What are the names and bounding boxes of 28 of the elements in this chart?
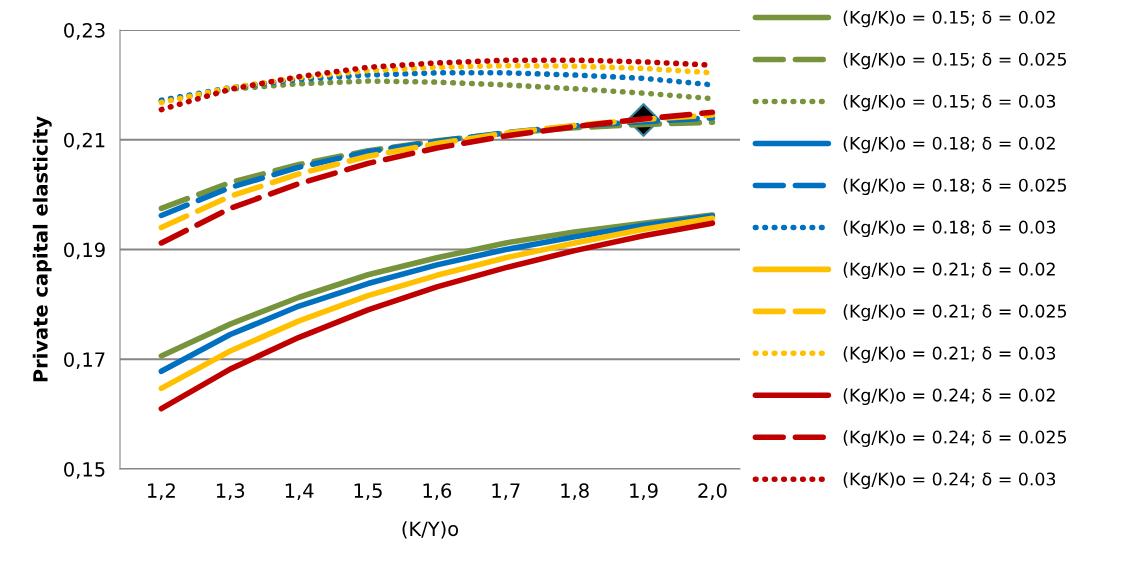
- legend-label: (Kg/K)o = 0.24; δ = 0.03: [843, 472, 1056, 489]
- y-axis-title: Private capital elasticity: [32, 116, 52, 382]
- legend-label: (Kg/K)o = 0.24; δ = 0.025: [843, 430, 1067, 447]
- legend-label: (Kg/K)o = 0.21; δ = 0.03: [843, 346, 1056, 364]
- legend-label: (Kg/K)o = 0.15; δ = 0.02: [843, 10, 1055, 28]
- x-tick-label: 1,8: [561, 483, 589, 500]
- x-tick-label: 1,4: [285, 483, 314, 500]
- x-tick-label: 1,5: [354, 483, 382, 500]
- legend-label: (Kg/K)o = 0.18; δ = 0.02: [843, 136, 1055, 154]
- x-tick-label: 2,0: [698, 483, 727, 500]
- x-axis-title: (K/Y)o: [402, 521, 459, 539]
- x-tick-label: 1,2: [148, 483, 175, 500]
- y-tick-label: 0,17: [64, 352, 105, 369]
- legend-label: (Kg/K)o = 0.15; δ = 0.03: [843, 94, 1056, 112]
- legend-label: (Kg/K)o = 0.24; δ = 0.02: [843, 388, 1055, 405]
- y-tick-label: 0,23: [64, 22, 105, 40]
- legend-label: (Kg/K)o = 0.15; δ = 0.025: [843, 52, 1067, 70]
- y-tick-label: 0,15: [64, 461, 105, 479]
- y-tick-label: 0,21: [64, 132, 105, 150]
- legend-label: (Kg/K)o = 0.21; δ = 0.02: [843, 262, 1055, 280]
- legend-label: (Kg/K)o = 0.21; δ = 0.025: [843, 304, 1067, 322]
- legend-label: (Kg/K)o = 0.18; δ = 0.025: [843, 178, 1067, 196]
- x-tick-label: 1,3: [216, 483, 245, 500]
- legend-label: (Kg/K)o = 0.18; δ = 0.03: [843, 220, 1056, 238]
- x-tick-label: 1,9: [630, 483, 658, 500]
- y-tick-label: 0,19: [64, 242, 105, 260]
- x-tick-label: 1,6: [423, 483, 452, 500]
- x-tick-label: 1,7: [492, 483, 520, 500]
